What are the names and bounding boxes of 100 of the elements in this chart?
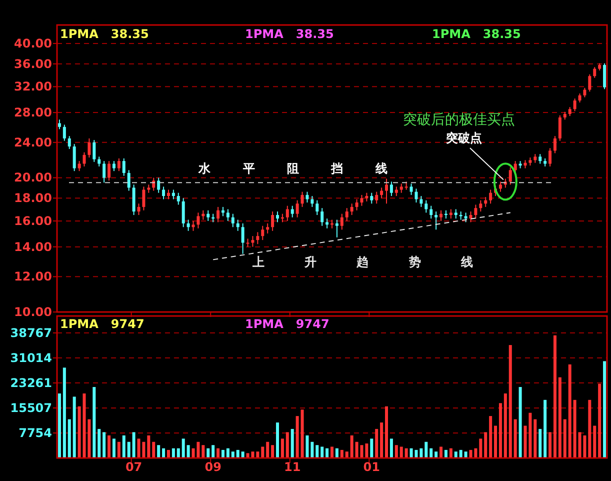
- y-tick-label: 14.00: [14, 240, 52, 254]
- candlestick: [430, 205, 433, 220]
- candlestick: [68, 136, 71, 150]
- bar: [182, 438, 185, 458]
- bar: [350, 435, 354, 458]
- bar: [588, 400, 592, 458]
- candlestick: [266, 222, 270, 234]
- bar: [330, 446, 334, 458]
- candlestick: [122, 158, 126, 176]
- bar: [548, 432, 552, 458]
- bar: [216, 448, 220, 458]
- candlestick: [385, 178, 388, 204]
- candlestick: [360, 194, 364, 206]
- candlestick: [216, 206, 220, 223]
- bar: [256, 452, 260, 458]
- candlestick: [558, 114, 562, 142]
- y-tick-label: 18.00: [14, 191, 52, 206]
- candlestick: [166, 189, 170, 200]
- bar: [206, 448, 210, 458]
- bar: [58, 393, 61, 458]
- candlestick: [78, 160, 81, 172]
- candlestick: [162, 186, 166, 200]
- bar: [241, 452, 244, 458]
- bar: [162, 448, 166, 458]
- candlestick: [548, 148, 552, 167]
- bar: [98, 428, 101, 458]
- candlestick: [261, 225, 264, 241]
- candlestick: [127, 170, 130, 192]
- bar: [326, 448, 329, 458]
- bar: [310, 442, 314, 458]
- bar: [504, 393, 507, 458]
- annotation: 1PMA 9747: [60, 317, 144, 331]
- bar: [558, 377, 562, 458]
- candlestick: [88, 138, 91, 158]
- candlestick: [176, 192, 180, 206]
- candlestick: [593, 66, 596, 78]
- candlestick: [588, 74, 592, 92]
- candlestick: [157, 177, 160, 194]
- y-tick-label: 12.00: [14, 270, 52, 284]
- ref-line-label: 水 平 阻 挡 线: [198, 162, 402, 176]
- candlestick: [102, 160, 106, 184]
- bar: [568, 364, 572, 458]
- candlestick: [345, 208, 348, 222]
- bar: [489, 416, 492, 458]
- bar: [469, 450, 472, 458]
- candlestick: [276, 211, 279, 223]
- candlestick: [172, 189, 175, 200]
- candlestick: [236, 219, 240, 232]
- bar: [449, 448, 452, 458]
- series-label: 上 升 趋 势 线: [251, 255, 492, 270]
- candlestick: [464, 212, 468, 223]
- candlestick: [296, 200, 299, 218]
- bar: [152, 442, 156, 458]
- candlestick: [300, 191, 304, 208]
- bar: [226, 448, 230, 458]
- candlestick: [400, 183, 403, 194]
- bar: [212, 445, 215, 458]
- candlestick: [469, 211, 472, 223]
- bar: [92, 387, 96, 458]
- bar: [598, 384, 602, 458]
- annotation: 突破点: [445, 131, 482, 145]
- bar: [365, 443, 368, 458]
- candlestick: [290, 205, 294, 218]
- bar: [276, 422, 279, 458]
- y-tick-label: 40.00: [14, 36, 52, 50]
- y-tick-label: 10.00: [14, 305, 52, 319]
- bar: [176, 448, 180, 458]
- bar: [494, 426, 498, 458]
- candlestick: [241, 222, 244, 254]
- bar: [132, 432, 136, 458]
- bar: [370, 438, 374, 458]
- candlestick: [380, 187, 384, 199]
- candlestick: [538, 154, 542, 164]
- annotation: 1PMA 38.35: [245, 27, 334, 41]
- bar: [528, 412, 532, 458]
- bar: [459, 450, 462, 458]
- bar: [518, 387, 522, 458]
- bar: [320, 446, 324, 458]
- y-tick-label: 24.00: [14, 135, 52, 150]
- bar: [316, 445, 319, 458]
- bar: [102, 432, 106, 458]
- bar: [583, 435, 586, 458]
- candlestick: [112, 160, 116, 172]
- candlestick: [375, 191, 378, 204]
- bar: [231, 452, 234, 458]
- bar: [603, 361, 606, 458]
- bar: [430, 448, 433, 458]
- bar: [404, 448, 408, 458]
- bar: [300, 410, 304, 458]
- bar: [202, 445, 205, 458]
- bar: [474, 448, 478, 458]
- bar: [479, 438, 482, 458]
- candlestick: [420, 196, 423, 208]
- x-tick-label: 01: [363, 460, 380, 474]
- candlestick: [206, 210, 210, 222]
- y-tick-label: 36.00: [14, 56, 52, 71]
- bar: [62, 368, 66, 458]
- bar: [454, 452, 458, 458]
- candlestick: [479, 200, 482, 212]
- bar: [147, 435, 150, 458]
